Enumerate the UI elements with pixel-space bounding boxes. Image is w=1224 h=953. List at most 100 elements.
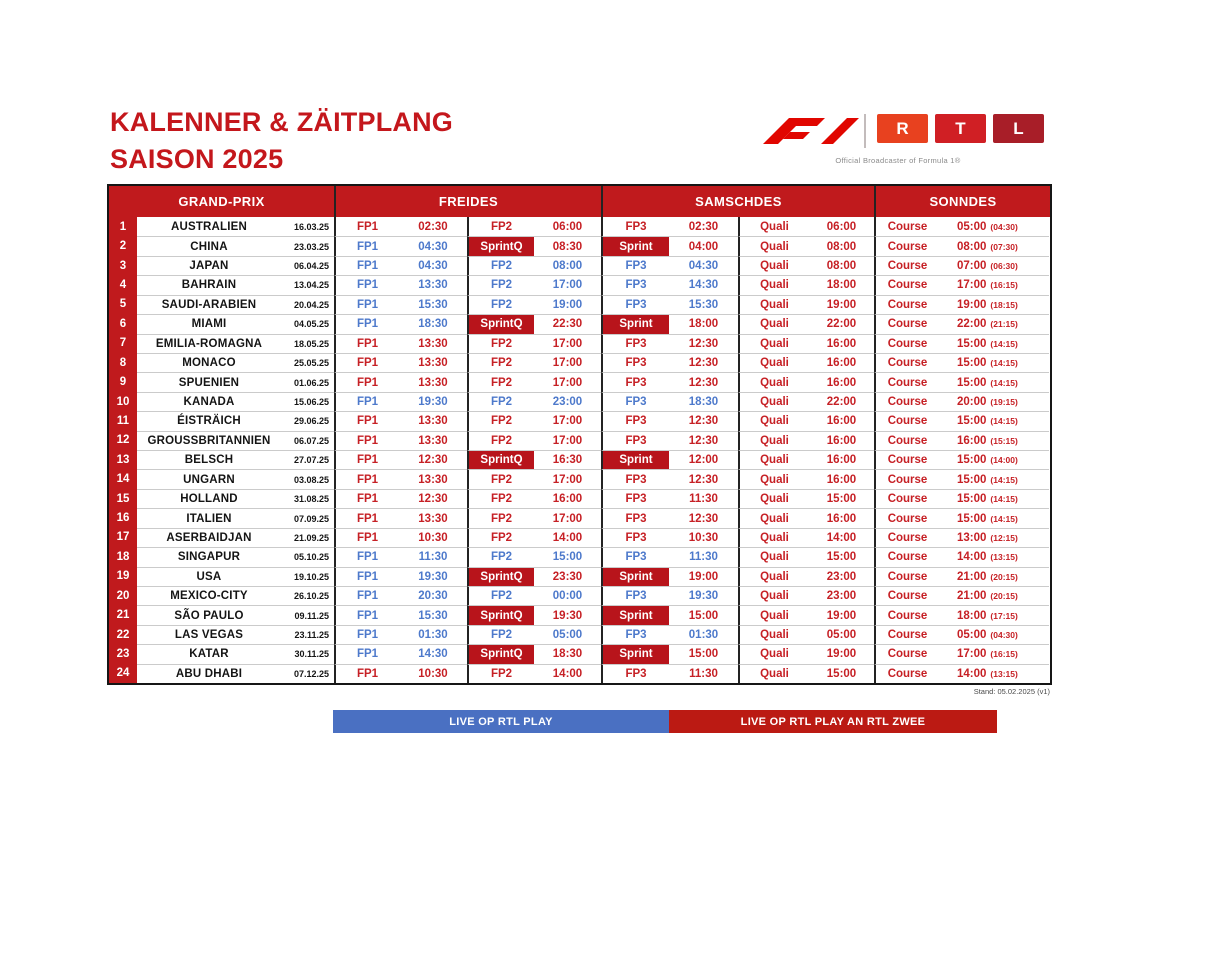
course-time: 15:00 (14:15) [939, 508, 1049, 528]
row-number: 23 [109, 644, 137, 664]
session-label: SprintQ [467, 566, 534, 587]
course-time: 08:00 (07:30) [939, 236, 1049, 256]
session-time: 13:30 [399, 508, 467, 528]
session-time: 14:30 [399, 644, 467, 664]
course-label: Course [874, 469, 939, 489]
session-time: 11:30 [399, 547, 467, 567]
session-time: 02:30 [669, 217, 738, 237]
row-number: 21 [109, 605, 137, 625]
grand-prix-name: ÉISTRÄICH [137, 411, 281, 431]
session-label: Quali [738, 255, 809, 276]
table-row: 8 MONACO 25.05.25 FP1 13:30 FP2 17:00 FP3 12:30 Q… [109, 352, 1050, 373]
session-label: Quali [738, 411, 809, 431]
session-time: 15:00 [809, 663, 874, 684]
session-time: 19:00 [669, 566, 738, 587]
session-time: 12:30 [669, 411, 738, 431]
session-time: 15:00 [534, 547, 601, 567]
session-label: FP2 [467, 411, 534, 431]
race-date: 25.05.25 [281, 352, 334, 373]
table-row: 9 SPUENIEN 01.06.25 FP1 13:30 FP2 17:00 FP3 12:3… [109, 372, 1050, 392]
course-time: 15:00 (14:15) [939, 352, 1049, 373]
table-row: 14 UNGARN 03.08.25 FP1 13:30 FP2 17:00 FP3 12:30… [109, 469, 1050, 489]
row-number: 6 [109, 314, 137, 334]
row-number: 20 [109, 586, 137, 606]
schedule-table: GRAND-PRIX FREIDES SAMSCHDES SONNDES 1 AU… [107, 184, 1052, 685]
session-label: FP1 [334, 294, 399, 315]
table-row: 19 USA 19.10.25 FP1 19:30 SprintQ 23:30 Sprint 1… [109, 566, 1050, 587]
session-label: FP3 [601, 333, 669, 353]
session-time: 17:00 [534, 333, 601, 353]
session-label: FP1 [334, 663, 399, 684]
session-label: Quali [738, 372, 809, 392]
row-number: 18 [109, 547, 137, 567]
course-main-time: 08:00 [957, 240, 987, 253]
course-main-time: 15:00 [957, 415, 987, 428]
session-time: 19:30 [534, 605, 601, 625]
session-label: FP3 [601, 508, 669, 528]
grand-prix-name: JAPAN [137, 255, 281, 276]
course-main-time: 07:00 [957, 260, 987, 273]
course-label: Course [874, 586, 939, 606]
session-label: FP3 [601, 352, 669, 373]
session-time: 16:00 [809, 450, 874, 470]
course-main-time: 15:00 [957, 357, 987, 370]
course-time: 13:00 (12:15) [939, 527, 1049, 548]
session-label: Quali [738, 333, 809, 353]
row-number: 17 [109, 527, 137, 548]
course-alt-time: (20:15) [990, 571, 1018, 582]
session-time: 15:00 [809, 547, 874, 567]
session-label: FP3 [601, 255, 669, 276]
session-label: FP1 [334, 372, 399, 392]
session-time: 12:30 [669, 469, 738, 489]
course-main-time: 15:00 [957, 337, 987, 350]
course-alt-time: (04:30) [990, 221, 1018, 232]
session-label: FP1 [334, 450, 399, 470]
grand-prix-name: CHINA [137, 236, 281, 256]
session-label: SprintQ [467, 605, 534, 625]
session-time: 19:30 [399, 566, 467, 587]
session-label: SprintQ [467, 450, 534, 470]
session-label: FP2 [467, 488, 534, 509]
row-number: 4 [109, 275, 137, 295]
session-time: 19:00 [809, 644, 874, 664]
grand-prix-name: USA [137, 566, 281, 587]
session-label: FP3 [601, 586, 669, 606]
session-label: Quali [738, 488, 809, 509]
session-label: Quali [738, 294, 809, 315]
session-label: FP2 [467, 217, 534, 237]
session-label: FP1 [334, 566, 399, 587]
table-row: 4 BAHRAIN 13.04.25 FP1 13:30 FP2 17:00 FP3 14:30… [109, 275, 1050, 295]
session-label: FP2 [467, 624, 534, 645]
course-label: Course [874, 236, 939, 256]
race-date: 03.08.25 [281, 469, 334, 489]
session-label: Sprint [601, 236, 669, 256]
session-label: FP3 [601, 372, 669, 392]
course-label: Course [874, 333, 939, 353]
session-label: FP2 [467, 586, 534, 606]
header-sunday: SONNDES [874, 186, 1050, 217]
session-time: 14:00 [809, 527, 874, 548]
course-time: 15:00 (14:15) [939, 372, 1049, 392]
course-label: Course [874, 663, 939, 684]
session-time: 17:00 [534, 275, 601, 295]
session-label: FP1 [334, 411, 399, 431]
rtl-letter-box: T [935, 114, 986, 143]
session-label: Quali [738, 314, 809, 334]
session-time: 12:30 [669, 352, 738, 373]
session-label: Quali [738, 508, 809, 528]
race-date: 06.04.25 [281, 255, 334, 276]
session-label: FP1 [334, 605, 399, 625]
course-label: Course [874, 430, 939, 451]
session-label: Sprint [601, 566, 669, 587]
race-date: 29.06.25 [281, 411, 334, 431]
session-label: FP1 [334, 488, 399, 509]
race-date: 19.10.25 [281, 566, 334, 587]
row-number: 13 [109, 450, 137, 470]
session-time: 05:00 [809, 624, 874, 645]
session-time: 18:30 [534, 644, 601, 664]
course-alt-time: (04:30) [990, 630, 1018, 641]
table-row: 12 GROUSSBRITANNIEN 06.07.25 FP1 13:30 FP2 17:… [109, 430, 1050, 451]
table-row: 22 LAS VEGAS 23.11.25 FP1 01:30 FP2 05:00 FP3 01… [109, 624, 1050, 645]
header-grand-prix: GRAND-PRIX [178, 194, 265, 209]
